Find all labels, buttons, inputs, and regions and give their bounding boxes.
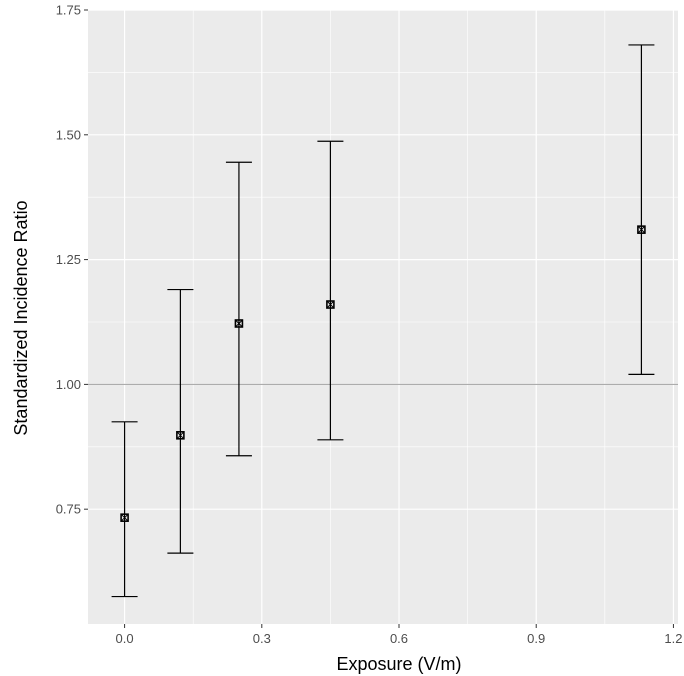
error-bar (628, 44, 655, 376)
data-point (326, 300, 335, 309)
point-cross (120, 513, 129, 522)
error-bar (317, 140, 344, 441)
point-square (234, 319, 244, 328)
point-square (326, 300, 335, 309)
error-bar (111, 421, 138, 598)
y-axis-title: Standardized Incidence Ratio (11, 200, 31, 435)
x-tick-label: 1.2 (664, 631, 682, 646)
y-tick-label: 1.50 (56, 127, 81, 142)
y-tick-label: 1.00 (56, 377, 81, 392)
point-cross (326, 300, 335, 309)
points (120, 225, 646, 522)
plot-panel (88, 10, 678, 624)
error-bar (225, 161, 252, 457)
data-point (176, 431, 185, 440)
x-tick-label: 0.0 (116, 631, 134, 646)
data-point (637, 225, 646, 234)
error-bar (167, 288, 194, 554)
x-ticks: 0.0 0.3 0.6 0.9 1.2 (116, 624, 682, 646)
point-cross (235, 319, 243, 328)
y-tick-label: 1.75 (56, 3, 81, 18)
point-square (120, 513, 129, 522)
point-cross (176, 431, 185, 440)
minor-grid (88, 10, 678, 624)
y-tick-label: 0.75 (56, 502, 81, 517)
x-tick-label: 0.3 (253, 631, 271, 646)
data-point (234, 319, 244, 328)
y-tick-label: 1.25 (56, 252, 81, 267)
major-grid (88, 9, 678, 624)
y-ticks: 0.75 1.00 1.25 1.50 1.75 (56, 3, 88, 517)
x-tick-label: 0.6 (390, 631, 408, 646)
error-bars (111, 44, 655, 598)
data-point (120, 513, 129, 522)
point-square (176, 431, 185, 440)
point-cross (637, 225, 646, 234)
x-axis-title: Exposure (V/m) (336, 654, 461, 674)
x-tick-label: 0.9 (527, 631, 545, 646)
point-square (637, 225, 646, 234)
